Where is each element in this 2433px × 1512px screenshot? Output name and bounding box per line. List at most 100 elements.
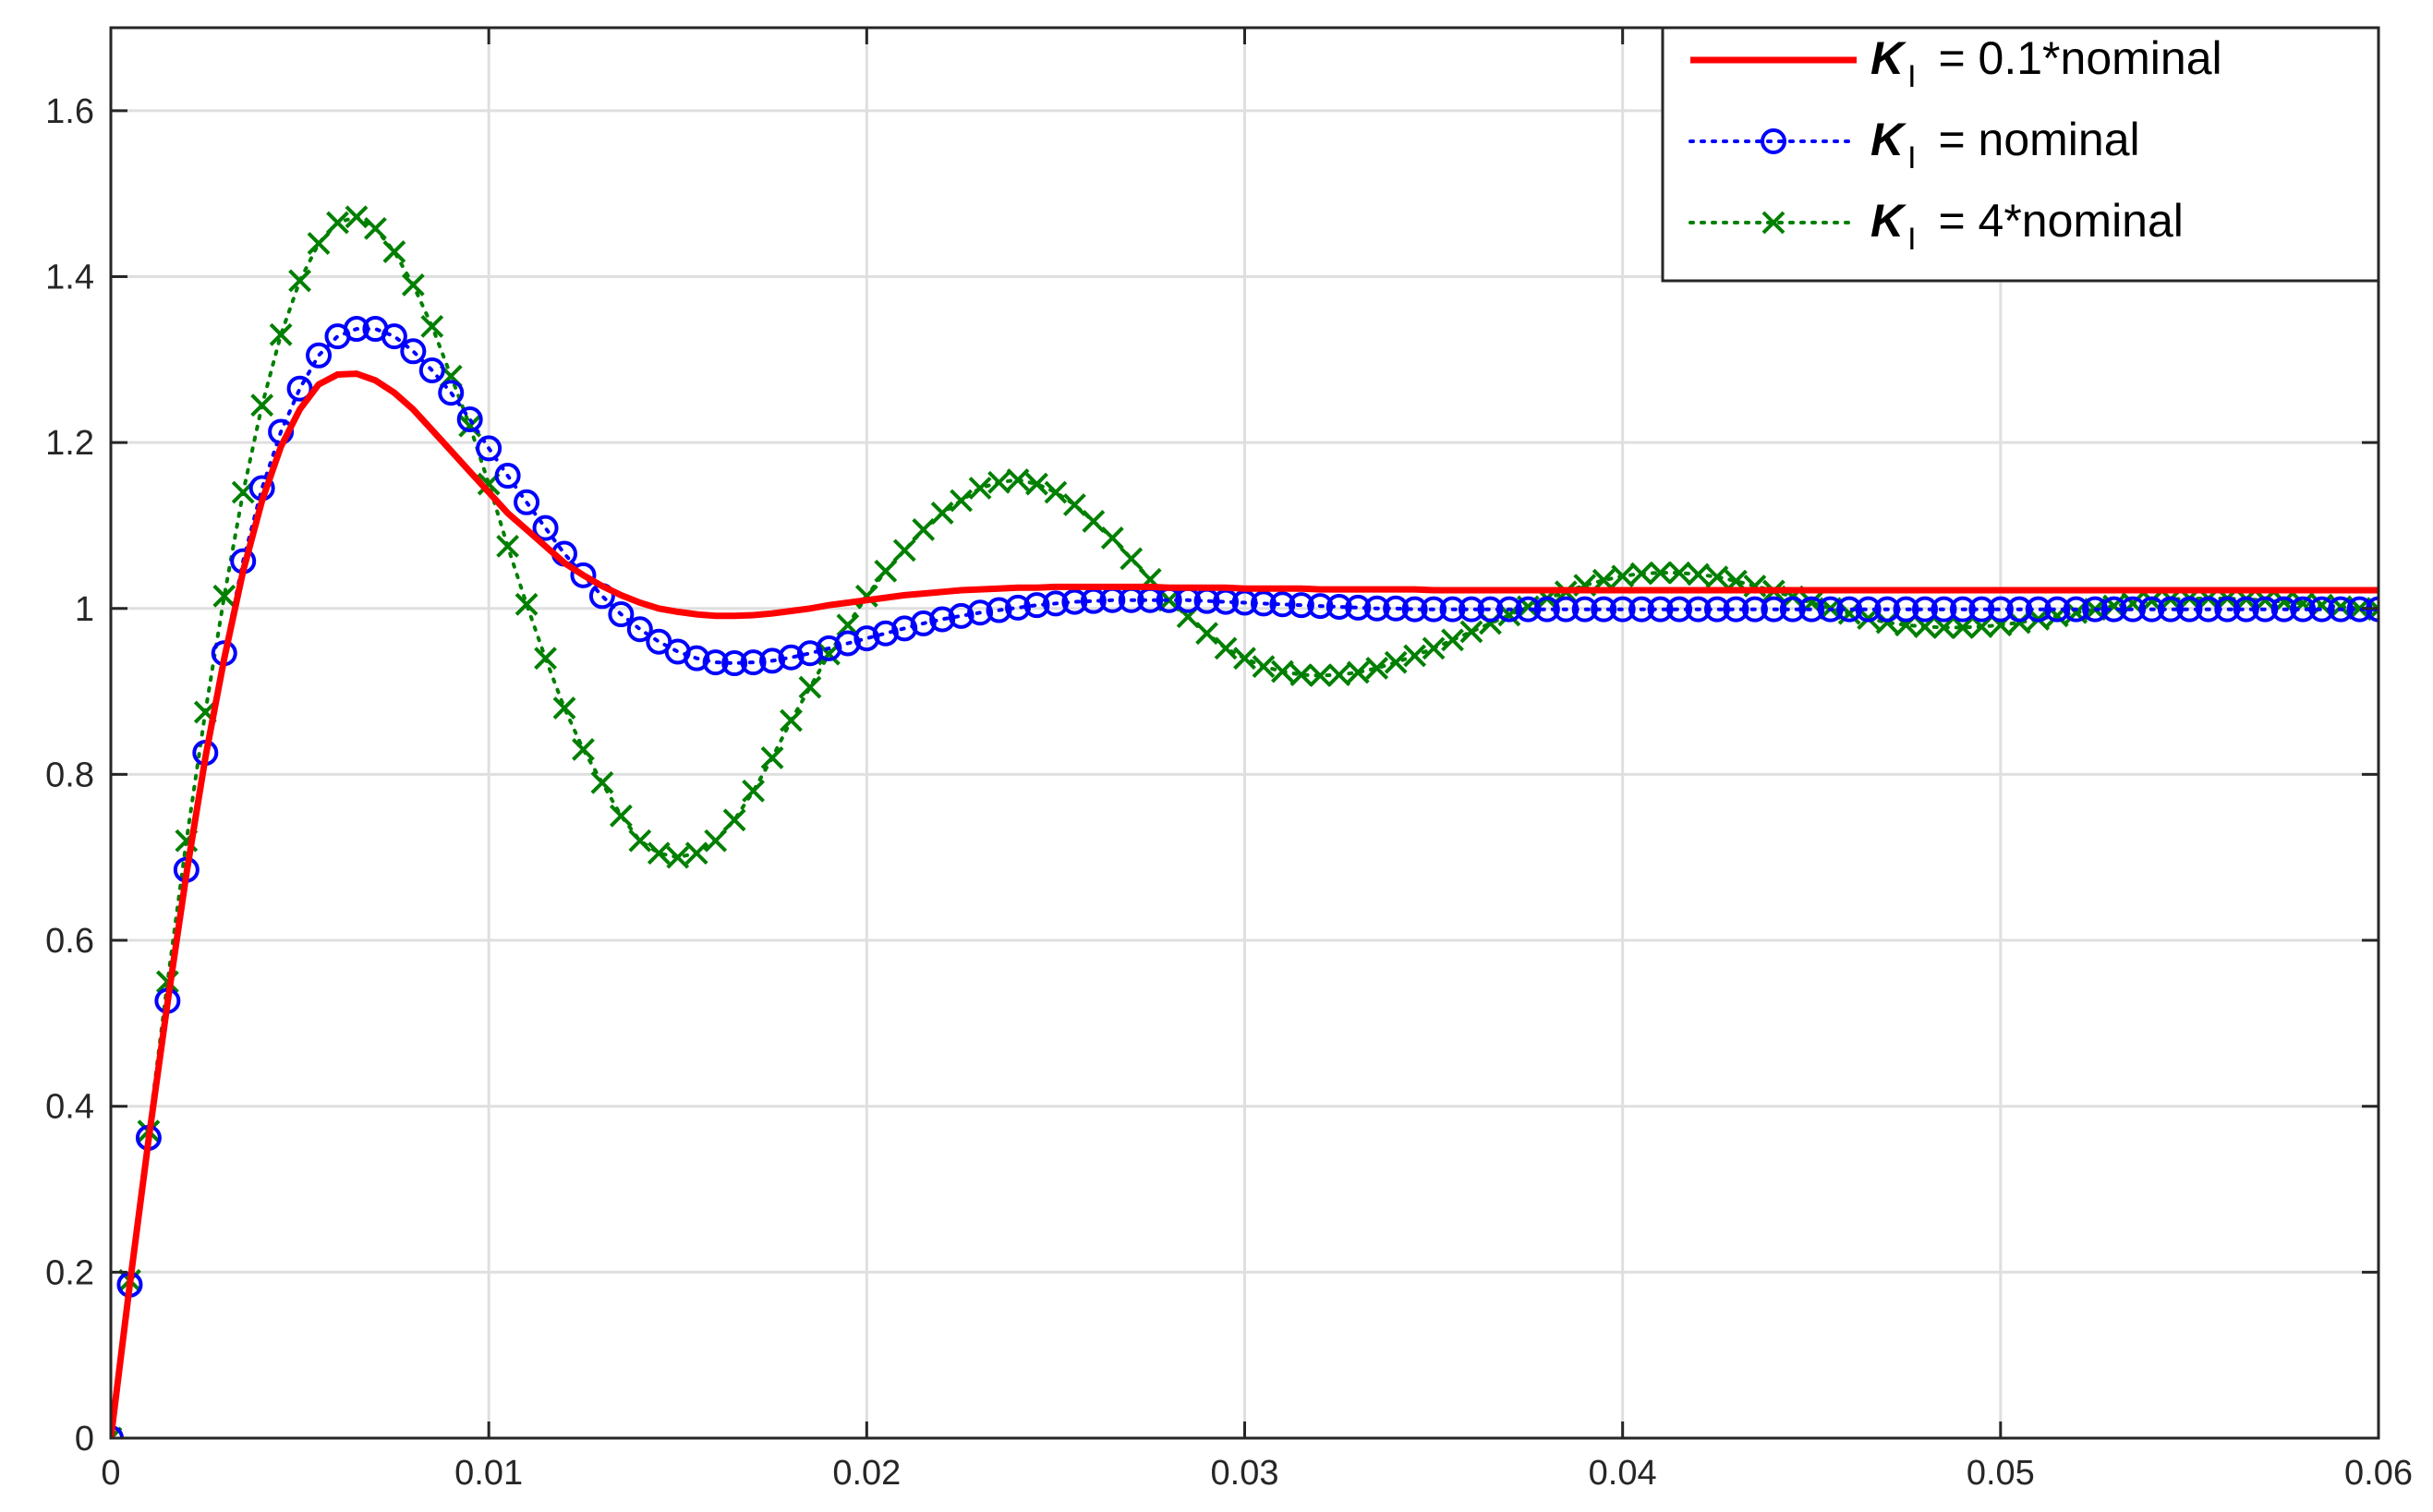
legend-marker-circle: [1761, 128, 1786, 154]
data-point-circle: [343, 316, 369, 343]
series-1: [111, 316, 2379, 1438]
data-point-circle: [1439, 596, 1466, 623]
data-point-x: [590, 770, 614, 794]
data-point-x: [1271, 659, 1294, 683]
data-point-x: [1384, 650, 1408, 674]
data-point-circle: [929, 606, 956, 633]
data-point-circle: [1553, 596, 1580, 623]
data-point-x: [1365, 657, 1389, 680]
data-point-circle: [1591, 596, 1617, 623]
data-point-x: [930, 502, 954, 525]
data-point-circle: [1250, 590, 1277, 617]
data-point-x: [345, 205, 369, 229]
data-point-x: [1195, 622, 1218, 646]
legend-symbol: K: [1870, 195, 1907, 247]
data-point-x: [552, 696, 576, 720]
data-point-x: [874, 559, 898, 583]
data-point-circle: [2044, 596, 2071, 623]
data-point-x: [364, 216, 387, 240]
data-point-x: [1441, 628, 1464, 652]
data-point-circle: [1515, 596, 1542, 623]
data-point-circle: [2290, 596, 2317, 623]
x-tick-label: 0.06: [2344, 1454, 2413, 1493]
data-point-x: [892, 538, 916, 562]
data-point-x: [950, 489, 974, 513]
data-point-circle: [1345, 594, 1372, 621]
data-point-x: [1082, 510, 1106, 533]
y-tick-label: 0.2: [45, 1253, 94, 1292]
data-point-circle: [2270, 596, 2297, 623]
data-point-x: [288, 269, 311, 293]
legend-subscript: I: [1907, 59, 1916, 94]
data-point-circle: [2233, 596, 2259, 623]
data-point-x: [496, 534, 520, 558]
data-point-circle: [1723, 596, 1749, 623]
data-point-x: [250, 393, 274, 417]
data-point-x: [1687, 562, 1710, 587]
data-point-circle: [1005, 594, 1031, 621]
x-tick-label: 0.03: [1211, 1454, 1279, 1493]
data-point-x: [1308, 664, 1332, 687]
data-point-circle: [1042, 590, 1069, 617]
data-point-circle: [2328, 596, 2354, 623]
legend-text: = 0.1*nominal: [1926, 32, 2222, 84]
data-point-circle: [2157, 596, 2184, 623]
data-point-x: [666, 845, 690, 869]
data-point-x: [1346, 660, 1370, 684]
data-point-circle: [721, 650, 748, 677]
data-point-x: [836, 613, 860, 637]
data-point-circle: [1949, 596, 1976, 623]
data-point-x: [1025, 472, 1048, 496]
data-point-circle: [1288, 592, 1314, 619]
data-point-x: [987, 470, 1011, 494]
data-point-circle: [1495, 596, 1522, 623]
y-tick-label: 1.4: [45, 258, 94, 296]
legend-text: = 4*nominal: [1926, 195, 2184, 247]
y-tick-label: 0.8: [45, 756, 94, 794]
data-point-x: [609, 804, 633, 828]
data-point-circle: [2214, 596, 2241, 623]
data-point-x: [572, 738, 595, 761]
data-point-circle: [2308, 596, 2335, 623]
data-point-circle: [2120, 596, 2147, 623]
legend-text: = nominal: [1926, 114, 2140, 165]
data-point-x: [1611, 564, 1635, 588]
data-point-circle: [684, 645, 710, 671]
data-point-circle: [910, 610, 937, 636]
data-point-circle: [778, 644, 805, 671]
legend-box: [1661, 26, 2380, 283]
data-point-circle: [400, 338, 427, 365]
data-point-circle: [306, 342, 333, 369]
data-point-x: [1705, 565, 1729, 589]
data-point-x: [1459, 620, 1483, 644]
data-point-x: [1649, 561, 1672, 585]
data-point-circle: [1666, 596, 1693, 623]
data-point-x: [382, 240, 406, 263]
data-point-circle: [1269, 591, 1296, 618]
data-point-circle: [948, 602, 974, 629]
x-tick-label: 0.02: [832, 1454, 901, 1493]
data-point-circle: [1685, 596, 1712, 623]
data-point-circle: [1874, 596, 1901, 623]
y-tick-labels: 0 0.2 0.4 0.6 0.8 1 1.2 1.4 1.6: [45, 92, 94, 1458]
data-point-circle: [2138, 596, 2165, 623]
data-point-circle: [532, 514, 559, 541]
data-point-circle: [1931, 596, 1957, 623]
data-point-circle: [1533, 596, 1560, 623]
data-point-x: [704, 829, 728, 853]
data-point-x: [760, 746, 784, 769]
data-point-circle: [1383, 595, 1410, 622]
data-point-circle: [1987, 596, 2014, 623]
data-point-circle: [1477, 596, 1504, 623]
data-point-circle: [626, 616, 653, 643]
data-point-x: [1422, 636, 1446, 660]
data-point-x: [647, 841, 671, 865]
data-point-x: [1100, 526, 1124, 550]
data-point-circle: [2082, 596, 2109, 623]
